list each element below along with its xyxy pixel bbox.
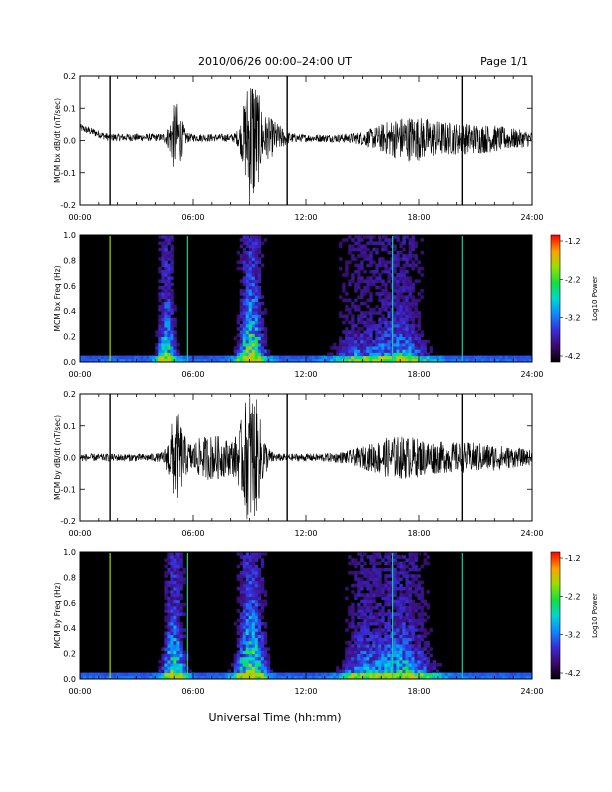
- y-tick-label: -0.2: [60, 517, 76, 526]
- colorbar-tick-label: -3.2: [565, 631, 581, 640]
- x-tick-label: 18:00: [407, 213, 430, 222]
- x-tick-label: 24:00: [520, 213, 543, 222]
- x-tick-label: 18:00: [407, 370, 430, 379]
- x-tick-label: 18:00: [407, 687, 430, 696]
- colorbar-tick-label: -3.2: [565, 314, 581, 323]
- x-tick-label: 00:00: [68, 370, 91, 379]
- y-axis-label: MCM bx Freq (Hz): [53, 265, 62, 331]
- x-tick-label: 00:00: [68, 213, 91, 222]
- x-tick-label: 12:00: [294, 370, 317, 379]
- y-tick-label: 0.2: [63, 650, 76, 659]
- x-tick-label: 12:00: [294, 529, 317, 538]
- x-tick-label: 06:00: [181, 370, 204, 379]
- x-tick-label: 12:00: [294, 213, 317, 222]
- x-tick-label: 12:00: [294, 687, 317, 696]
- colorbar-tick-label: -2.2: [565, 592, 581, 601]
- spectrogram-panel-bx-spectrogram: 00:00 06:00 12:00 18:00 24:00 0.0 0.2 0.4 0.6 0.8…: [53, 231, 599, 379]
- y-tick-label: -0.1: [60, 169, 76, 178]
- y-tick-label: 0.1: [63, 422, 76, 431]
- y-tick-label: 0.2: [63, 72, 76, 81]
- y-tick-label: 0.8: [63, 256, 76, 265]
- x-axis-title: Universal Time (hh:mm): [209, 711, 342, 724]
- waveform-trace: [80, 88, 532, 203]
- colorbar-tick-label: -1.2: [565, 237, 581, 246]
- colorbar-label: Log10 Power: [591, 276, 599, 321]
- waveform-panel-by-waveform: 00:00 06:00 12:00 18:00 24:00 -0.2 -0.1 0.0 0.1 0…: [53, 390, 544, 538]
- waveform-panel-bx-waveform: 00:00 06:00 12:00 18:00 24:00 -0.2 -0.1 0.0 0.1 0…: [53, 72, 544, 222]
- colorbar-label: Log10 Power: [591, 593, 599, 638]
- page-number: Page 1/1: [480, 55, 528, 68]
- x-tick-label: 06:00: [181, 213, 204, 222]
- colorbar: [550, 234, 561, 363]
- y-tick-label: 0.0: [63, 454, 76, 463]
- y-tick-label: 1.0: [63, 548, 76, 557]
- colorbar-tick-label: -1.2: [565, 554, 581, 563]
- x-tick-label: 00:00: [68, 529, 91, 538]
- y-axis-label: MCM by dB/dt (nT/sec): [53, 415, 62, 500]
- y-tick-label: 0.4: [63, 624, 76, 633]
- colorbar-tick-label: -4.2: [565, 352, 581, 361]
- x-tick-label: 18:00: [407, 529, 430, 538]
- y-tick-label: 0.8: [63, 573, 76, 582]
- y-tick-label: 0.6: [63, 599, 76, 608]
- y-tick-label: 0.0: [63, 675, 76, 684]
- y-tick-label: 0.0: [63, 137, 76, 146]
- x-tick-label: 24:00: [520, 370, 543, 379]
- y-tick-label: 1.0: [63, 231, 76, 240]
- x-tick-label: 00:00: [68, 687, 91, 696]
- x-tick-label: 24:00: [520, 687, 543, 696]
- x-tick-label: 24:00: [520, 529, 543, 538]
- y-tick-label: 0.2: [63, 333, 76, 342]
- colorbar: [550, 551, 561, 680]
- y-tick-label: -0.2: [60, 201, 76, 210]
- waveform-trace: [80, 397, 532, 520]
- y-axis-label: MCM bx dB/dt (nT/sec): [53, 98, 62, 183]
- y-tick-label: 0.2: [63, 390, 76, 399]
- y-tick-label: 0.1: [63, 104, 76, 113]
- y-tick-label: -0.1: [60, 485, 76, 494]
- y-tick-label: 0.0: [63, 358, 76, 367]
- colorbar-tick-label: -2.2: [565, 275, 581, 284]
- y-axis-label: MCM by Freq (Hz): [53, 582, 62, 648]
- x-tick-label: 06:00: [181, 529, 204, 538]
- spectrogram-panel-by-spectrogram: 00:00 06:00 12:00 18:00 24:00 0.0 0.2 0.4 0.6 0.8…: [53, 548, 599, 696]
- figure-title: 2010/06/26 00:00–24:00 UT: [198, 55, 352, 68]
- y-tick-label: 0.4: [63, 307, 76, 316]
- y-tick-label: 0.6: [63, 282, 76, 291]
- colorbar-tick-label: -4.2: [565, 669, 581, 678]
- x-tick-label: 06:00: [181, 687, 204, 696]
